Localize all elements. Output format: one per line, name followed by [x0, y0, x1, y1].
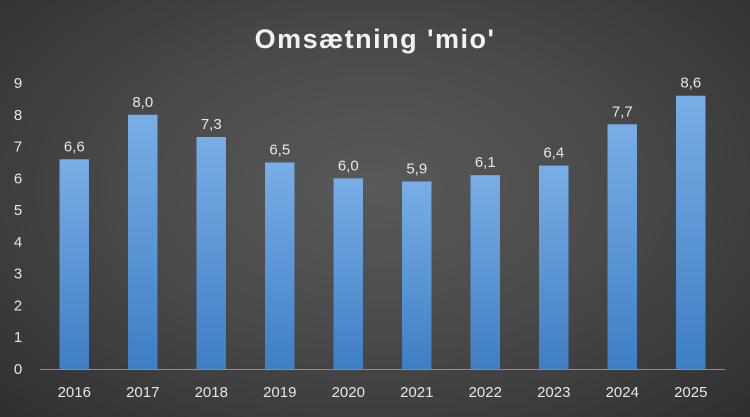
y-tick-label: 5: [14, 202, 22, 219]
bar: [402, 181, 432, 369]
y-tick-label: 6: [14, 170, 22, 187]
y-tick-label: 3: [14, 266, 22, 283]
data-label: 6,6: [64, 138, 85, 155]
x-tick-label: 2020: [332, 384, 365, 401]
x-tick-label: 2022: [469, 384, 502, 401]
x-tick-label: 2024: [606, 384, 639, 401]
data-label: 8,6: [680, 75, 701, 92]
y-tick-label: 1: [14, 329, 22, 346]
x-tick-label: 2019: [263, 384, 296, 401]
data-label: 7,7: [612, 103, 633, 120]
data-label: 6,5: [269, 141, 290, 158]
y-tick-label: 4: [14, 234, 22, 251]
data-label: 7,3: [201, 116, 222, 133]
bar: [59, 159, 89, 369]
y-tick-label: 8: [14, 107, 22, 124]
data-label: 5,9: [406, 161, 427, 178]
bar: [676, 95, 706, 369]
x-tick-label: 2025: [674, 384, 707, 401]
x-tick-label: 2017: [126, 384, 159, 401]
bar: [333, 178, 363, 369]
x-tick-label: 2018: [195, 384, 228, 401]
data-label: 8,0: [132, 94, 153, 111]
x-tick-label: 2023: [537, 384, 570, 401]
bar: [265, 162, 295, 369]
data-label: 6,4: [543, 145, 564, 162]
bar-series: [59, 95, 706, 370]
data-label: 6,0: [338, 157, 359, 174]
x-tick-label: 2021: [400, 384, 433, 401]
data-label: 6,1: [475, 154, 496, 171]
bar: [470, 175, 500, 369]
bar: [196, 137, 226, 369]
y-axis: 0 1 2 3 4 5 6 7 8 9: [14, 75, 22, 378]
chart-title: Omsætning 'mio': [255, 24, 496, 54]
bar: [607, 124, 637, 369]
y-tick-label: 7: [14, 139, 22, 156]
bar: [539, 165, 569, 369]
data-labels: 6,6 8,0 7,3 6,5 6,0 5,9 6,1 6,4 7,7 8,6: [64, 75, 701, 178]
y-tick-label: 0: [14, 361, 22, 378]
x-axis: 2016 2017 2018 2019 2020 2021 2022 2023 2024 2025: [58, 384, 708, 401]
x-tick-label: 2016: [58, 384, 91, 401]
y-tick-label: 2: [14, 297, 22, 314]
y-tick-label: 9: [14, 75, 22, 92]
bar: [128, 114, 158, 370]
